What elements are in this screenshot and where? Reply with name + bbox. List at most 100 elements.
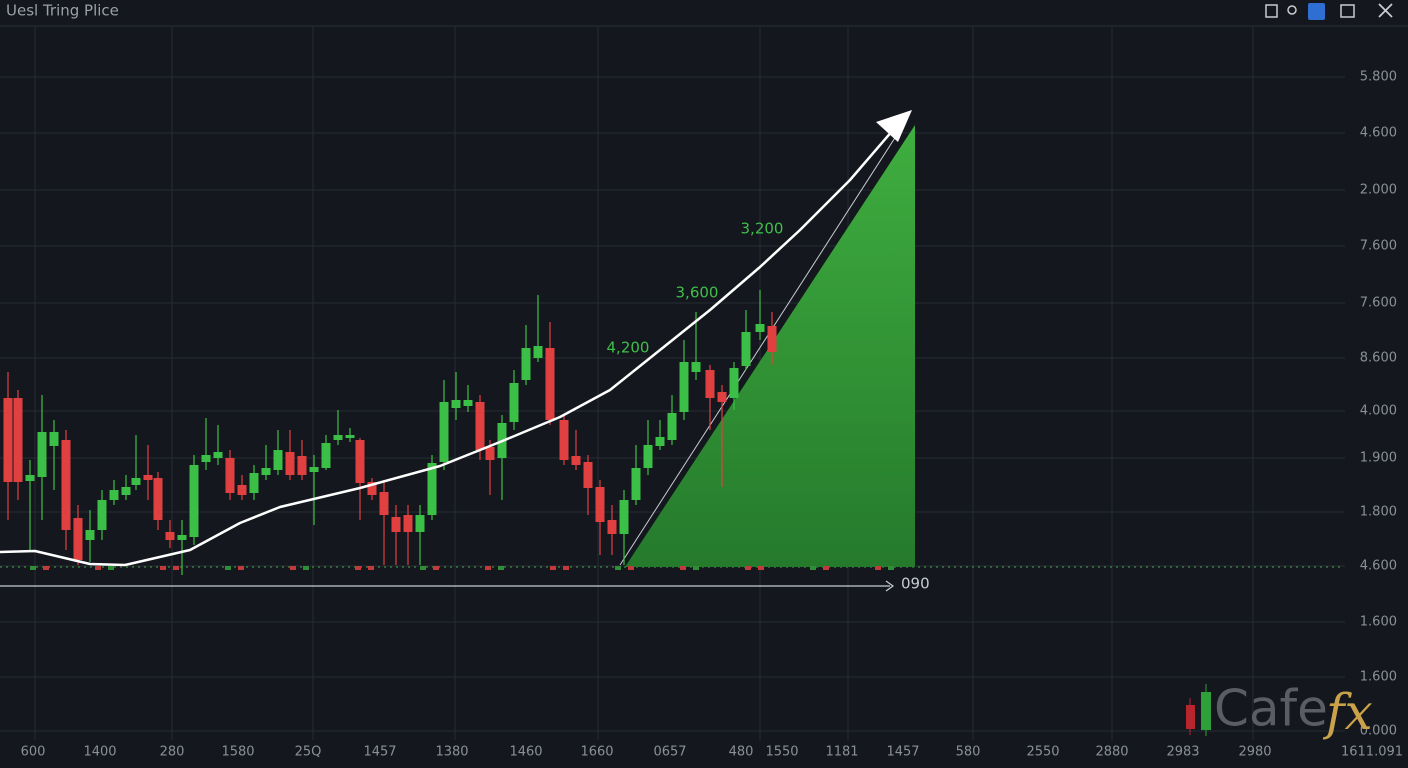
- candle-body: [109, 490, 119, 500]
- candle-body: [667, 413, 677, 440]
- candle-body: [655, 437, 665, 446]
- y-axis-label: 5.800: [1360, 70, 1397, 85]
- icon-share[interactable]: [1340, 4, 1355, 18]
- candle-body: [631, 468, 641, 500]
- y-axis-label: 4.600: [1360, 559, 1397, 574]
- candle-body: [3, 398, 13, 482]
- volume-tick: [173, 566, 179, 570]
- candle-body: [729, 368, 739, 398]
- x-axis-label: 1550: [765, 745, 798, 760]
- volume-tick: [290, 566, 296, 570]
- candle-body: [165, 532, 175, 540]
- candle-body: [595, 487, 605, 522]
- candle-body: [237, 485, 247, 495]
- candle-body: [485, 447, 495, 460]
- candle-body: [705, 370, 715, 398]
- candle-body: [427, 463, 437, 515]
- volume-tick: [680, 566, 686, 570]
- price-annotation: 3,600: [676, 284, 719, 302]
- range-label: 090: [901, 575, 930, 593]
- candle-body: [521, 348, 531, 380]
- candle-body: [309, 467, 319, 472]
- y-axis-label: 8.600: [1360, 351, 1397, 366]
- x-axis-label: 1460: [509, 745, 542, 760]
- candle-body: [403, 515, 413, 532]
- icon-search[interactable]: [1287, 5, 1297, 15]
- volume-tick: [563, 566, 569, 570]
- x-axis-label: 25Q: [295, 745, 322, 760]
- volume-tick: [810, 566, 816, 570]
- candle-body: [189, 465, 199, 537]
- x-axis-label: 2980: [1238, 745, 1271, 760]
- candle-body: [755, 324, 765, 332]
- window-controls[interactable]: [1265, 3, 1393, 20]
- range-arrow: [885, 580, 895, 592]
- x-axis-label: 2880: [1095, 745, 1128, 760]
- title-bar: [0, 0, 1408, 26]
- trend-line: [0, 129, 894, 567]
- volume-tick: [303, 566, 309, 570]
- x-axis-label: 1457: [886, 745, 919, 760]
- candle-body: [717, 392, 727, 402]
- icon-page[interactable]: [1265, 4, 1278, 18]
- candle-body: [619, 500, 629, 534]
- candle-body: [355, 440, 365, 483]
- x-axis-label: 0657: [653, 745, 686, 760]
- volume-tick: [43, 566, 49, 570]
- candle-body: [285, 452, 295, 475]
- volume-tick: [693, 566, 699, 570]
- volume-tick: [368, 566, 374, 570]
- candle-body: [333, 435, 343, 440]
- volume-tick: [875, 566, 881, 570]
- candle-body: [533, 346, 543, 358]
- volume-tick: [160, 566, 166, 570]
- candle-body: [583, 462, 593, 488]
- x-axis-label: 1380: [435, 745, 468, 760]
- candle-body: [25, 475, 35, 481]
- icon-active[interactable]: [1308, 3, 1325, 20]
- price-annotation: 3,200: [741, 220, 784, 238]
- candle-body: [143, 475, 153, 480]
- volume-tick: [108, 566, 114, 570]
- candle-body: [85, 530, 95, 540]
- volume-tick: [745, 566, 751, 570]
- y-axis-label: 1.900: [1360, 451, 1397, 466]
- window-title: Uesl Tring Plice: [6, 2, 119, 20]
- candle-body: [97, 500, 107, 530]
- watermark-brand: Cafe: [1214, 680, 1328, 738]
- candle-body: [439, 402, 449, 462]
- volume-tick: [420, 566, 426, 570]
- x-axis-label: 1457: [363, 745, 396, 760]
- candle-body: [73, 518, 83, 560]
- candle-body: [225, 458, 235, 493]
- y-axis-label: 4.600: [1360, 126, 1397, 141]
- candle-body: [379, 492, 389, 515]
- icon-close[interactable]: [1378, 3, 1393, 18]
- volume-tick: [95, 566, 101, 570]
- y-axis-label: 1.600: [1360, 670, 1397, 685]
- volume-tick: [628, 566, 634, 570]
- y-axis-label: 2.000: [1360, 183, 1397, 198]
- volume-tick: [30, 566, 36, 570]
- volume-tick: [823, 566, 829, 570]
- x-axis-label: 1660: [580, 745, 613, 760]
- x-axis-label: 280: [160, 745, 185, 760]
- volume-tick: [238, 566, 244, 570]
- candle-body: [607, 520, 617, 534]
- x-axis-label: 600: [21, 745, 46, 760]
- candle-body: [297, 456, 307, 475]
- volume-tick: [758, 566, 764, 570]
- x-axis-label: 1611.091: [1341, 745, 1403, 760]
- x-axis-label: 1400: [83, 745, 116, 760]
- y-axis-label: 7.600: [1360, 296, 1397, 311]
- candle-body: [249, 473, 259, 493]
- volume-tick: [498, 566, 504, 570]
- candle-body: [451, 400, 461, 408]
- candle-body: [463, 400, 473, 406]
- candle-body: [37, 432, 47, 477]
- candle-body: [679, 362, 689, 412]
- volume-tick: [615, 566, 621, 570]
- candle-body: [767, 326, 777, 352]
- x-axis-label: 1181: [825, 745, 858, 760]
